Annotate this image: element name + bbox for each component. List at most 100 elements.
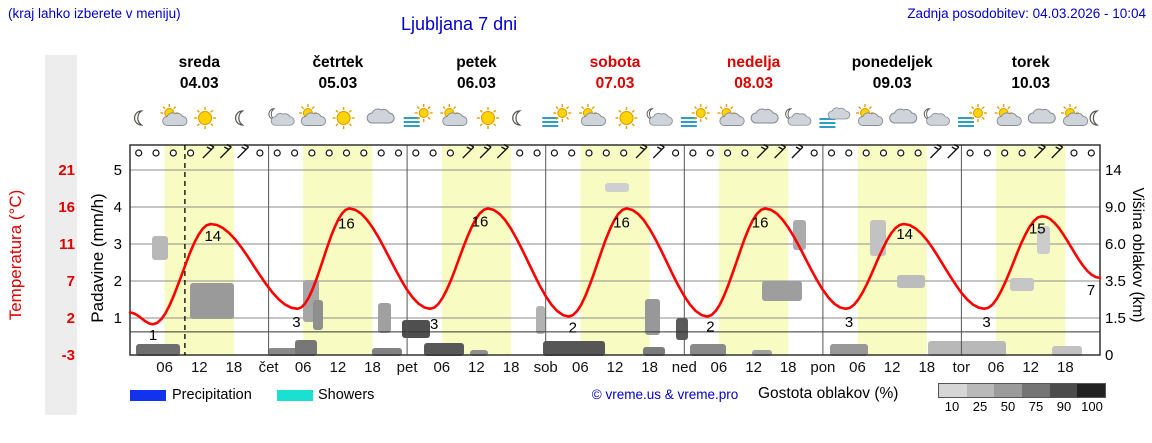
svg-text:3.5: 3.5 xyxy=(1105,273,1126,290)
wind-calm-icon xyxy=(325,149,333,157)
weather-icon-sun-cloud xyxy=(440,104,468,126)
sun-icon xyxy=(414,104,433,122)
fog-icon xyxy=(680,117,697,127)
day-header: četrtek 05.03 xyxy=(269,52,408,94)
weather-icon-cloud-moon xyxy=(923,108,950,126)
fog-icon xyxy=(819,118,836,128)
temp-value-label: 16 xyxy=(752,215,769,232)
svg-text:2: 2 xyxy=(114,273,122,290)
weather-icon-sun xyxy=(194,107,217,129)
svg-text:-3: -3 xyxy=(62,347,75,364)
time-tick: 06 xyxy=(433,359,450,376)
wind-calm-icon xyxy=(620,149,628,157)
time-tick: 12 xyxy=(1022,359,1039,376)
wind-barb-icon xyxy=(219,143,232,159)
time-tick: 18 xyxy=(226,359,243,376)
day-date: 09.03 xyxy=(872,75,912,92)
weather-icon-fog-sun xyxy=(680,104,710,127)
sun-icon xyxy=(332,107,355,129)
credit-link[interactable]: © vreme.us & vreme.pro xyxy=(591,387,739,402)
cloud-icon xyxy=(366,108,395,124)
weather-icon-moon xyxy=(234,110,245,126)
left-axis-band xyxy=(45,55,77,415)
cloud-blob xyxy=(536,306,545,334)
temp-value-label: 16 xyxy=(472,214,489,231)
density-tick: 50 xyxy=(1000,399,1016,414)
weather-icon-sun-cloud xyxy=(160,104,188,126)
cloud-icon xyxy=(442,112,468,126)
day-name: sobota xyxy=(589,54,641,71)
cloud-blob xyxy=(372,348,402,356)
wind-calm-icon xyxy=(602,149,610,157)
sun-icon xyxy=(969,104,987,122)
wind-calm-icon xyxy=(187,149,195,157)
wind-calm-icon xyxy=(862,149,870,157)
time-tick: 12 xyxy=(745,359,762,376)
weather-icon-fog-sun xyxy=(403,104,433,127)
sun-icon xyxy=(691,104,710,122)
cloud-blob xyxy=(136,344,180,356)
wind-calm-icon xyxy=(723,149,732,157)
wind-barb-icon xyxy=(929,143,942,159)
cloud-layer xyxy=(136,183,1082,356)
cloud-blob xyxy=(313,300,323,330)
time-axis-labels: 06 12 18 čet 06 12 18 pet 06 12 18 sob 06 12 18 ned 06 12… xyxy=(156,359,1073,376)
time-tick: ned xyxy=(672,359,697,376)
weather-icon-fog-sun xyxy=(957,104,987,127)
day-date: 05.03 xyxy=(318,75,358,92)
wind-calm-icon xyxy=(827,149,836,157)
time-tick: 06 xyxy=(988,359,1005,376)
density-tick: 90 xyxy=(1056,399,1072,414)
cloud-blob xyxy=(402,320,430,338)
density-swatch xyxy=(1049,384,1078,397)
fog-icon xyxy=(403,117,420,127)
time-tick: 06 xyxy=(711,359,728,376)
wind-calm-icon xyxy=(135,149,143,157)
cloud-blob xyxy=(643,347,665,356)
wind-barb-icon xyxy=(462,143,475,159)
showers-legend-label: Showers xyxy=(318,387,375,403)
density-swatch xyxy=(1077,384,1106,397)
day-name: nedelja xyxy=(726,54,781,71)
temp-value-label: 14 xyxy=(204,228,221,245)
fog-icon xyxy=(542,117,559,127)
cloud-icon xyxy=(719,112,745,126)
wind-barb-icon xyxy=(479,143,492,159)
wind-calm-icon xyxy=(585,149,593,157)
cloud-icon xyxy=(889,108,918,124)
svg-text:7: 7 xyxy=(67,273,75,290)
cloud-blob xyxy=(676,318,688,340)
cloud-icon xyxy=(162,112,188,126)
wind-calm-icon xyxy=(412,149,420,157)
time-tick: 18 xyxy=(641,359,658,376)
weather-icon-fog-cloud xyxy=(819,107,851,128)
precipitation-swatch xyxy=(130,390,166,401)
wind-calm-icon xyxy=(1087,149,1095,157)
svg-text:14: 14 xyxy=(1105,162,1122,179)
time-tick: 12 xyxy=(607,359,624,376)
wind-calm-icon xyxy=(810,149,818,157)
wind-calm-icon xyxy=(152,149,160,157)
sun-icon xyxy=(477,107,499,129)
svg-text:6.0: 6.0 xyxy=(1105,236,1126,253)
grid xyxy=(130,169,1100,319)
temperature-curve xyxy=(128,207,1102,326)
weather-icon-cloud xyxy=(366,108,395,124)
location-hint: (kraj lahko izberete v meniju) xyxy=(8,6,181,21)
cloud-blob xyxy=(295,340,317,356)
moon-icon xyxy=(234,110,245,126)
temp-value-label: 3 xyxy=(292,314,300,331)
cloud-blob xyxy=(897,275,925,288)
density-tick: 75 xyxy=(1028,399,1044,414)
precip-tick-labels: 5 4 3 2 1 xyxy=(114,162,122,327)
wind-barb-icon xyxy=(237,143,250,159)
day-date: 04.03 xyxy=(179,75,219,92)
wind-barb-icon xyxy=(774,143,787,159)
weather-icon-moon xyxy=(512,110,522,126)
density-swatch xyxy=(994,384,1023,397)
svg-text:1: 1 xyxy=(114,310,122,327)
density-swatch xyxy=(1022,384,1050,397)
day-header: ponedeljek 09.03 xyxy=(823,52,962,94)
cloud-icon xyxy=(1027,108,1056,124)
time-tick: 06 xyxy=(849,359,866,376)
